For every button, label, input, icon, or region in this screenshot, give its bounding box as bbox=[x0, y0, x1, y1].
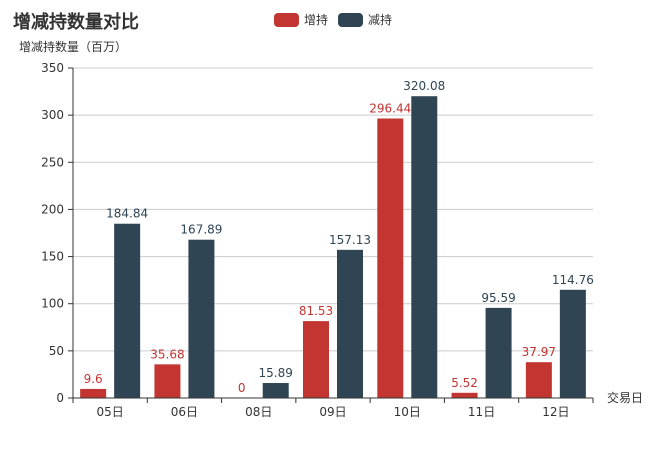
x-tick-label: 12日 bbox=[542, 405, 569, 419]
y-tick-label: 200 bbox=[41, 202, 64, 216]
data-label: 81.53 bbox=[299, 304, 333, 318]
data-label: 320.08 bbox=[403, 79, 445, 93]
y-tick-label: 250 bbox=[41, 155, 64, 169]
bar-decrease bbox=[188, 239, 215, 398]
x-axis: 05日 06日 08日 09日 10日 11日 12日 bbox=[72, 397, 594, 419]
y-axis-title: 增减持数量（百万） bbox=[19, 39, 127, 54]
bar-increase bbox=[377, 118, 404, 399]
legend-swatch bbox=[338, 13, 363, 27]
x-axis-title: 交易日 bbox=[607, 390, 643, 405]
chart-title: 增减持数量对比 bbox=[13, 11, 139, 33]
bar-decrease bbox=[559, 289, 586, 398]
bar-decrease bbox=[337, 249, 363, 398]
x-tick-label: 08日 bbox=[245, 405, 272, 419]
y-tick-label: 350 bbox=[41, 61, 64, 75]
data-label: 114.76 bbox=[552, 273, 594, 287]
bar-increase bbox=[80, 388, 107, 398]
data-label: 9.6 bbox=[84, 372, 103, 386]
data-label: 184.84 bbox=[106, 207, 148, 221]
x-tick-label: 05日 bbox=[97, 405, 124, 419]
bar-increase bbox=[303, 321, 329, 398]
data-label: 15.89 bbox=[259, 366, 293, 380]
x-tick-label: 10日 bbox=[394, 405, 421, 419]
bar-increase bbox=[154, 364, 181, 398]
legend-label: 增持 bbox=[304, 12, 328, 27]
y-tick-label: 300 bbox=[41, 108, 64, 122]
legend-item-decrease[interactable]: 减持 bbox=[338, 12, 392, 27]
legend-item-increase[interactable]: 增持 bbox=[274, 12, 328, 27]
data-label: 0 bbox=[238, 381, 246, 395]
y-tick-label: 150 bbox=[41, 250, 64, 264]
data-label: 157.13 bbox=[329, 233, 371, 247]
bar-decrease bbox=[114, 223, 141, 398]
data-label: 5.52 bbox=[451, 376, 478, 390]
bars bbox=[80, 96, 586, 399]
y-axis: 0 50 100 150 200 250 300 350 bbox=[41, 61, 74, 405]
bar-increase bbox=[451, 392, 478, 398]
data-label: 167.89 bbox=[180, 223, 222, 237]
data-labels: 9.6 184.84 35.68 167.89 0 15.89 81.53 157.13 296… bbox=[84, 79, 594, 395]
x-tick-label: 09日 bbox=[319, 405, 346, 419]
bar-increase bbox=[525, 362, 552, 398]
bar-decrease bbox=[485, 307, 512, 398]
bar-decrease bbox=[411, 96, 438, 398]
data-label: 296.44 bbox=[369, 101, 411, 115]
data-label: 35.68 bbox=[150, 347, 184, 361]
legend[interactable]: 增持 减持 bbox=[274, 12, 392, 27]
bar-decrease bbox=[262, 383, 289, 398]
legend-label: 减持 bbox=[368, 12, 392, 27]
legend-swatch bbox=[274, 13, 299, 27]
x-tick-label: 06日 bbox=[171, 405, 198, 419]
y-tick-label: 100 bbox=[41, 297, 64, 311]
y-tick-label: 50 bbox=[49, 344, 64, 358]
x-tick-label: 11日 bbox=[468, 405, 495, 419]
data-label: 95.59 bbox=[481, 291, 515, 305]
data-label: 37.97 bbox=[522, 345, 556, 359]
gridlines bbox=[73, 67, 593, 352]
y-tick-label: 0 bbox=[56, 391, 64, 405]
